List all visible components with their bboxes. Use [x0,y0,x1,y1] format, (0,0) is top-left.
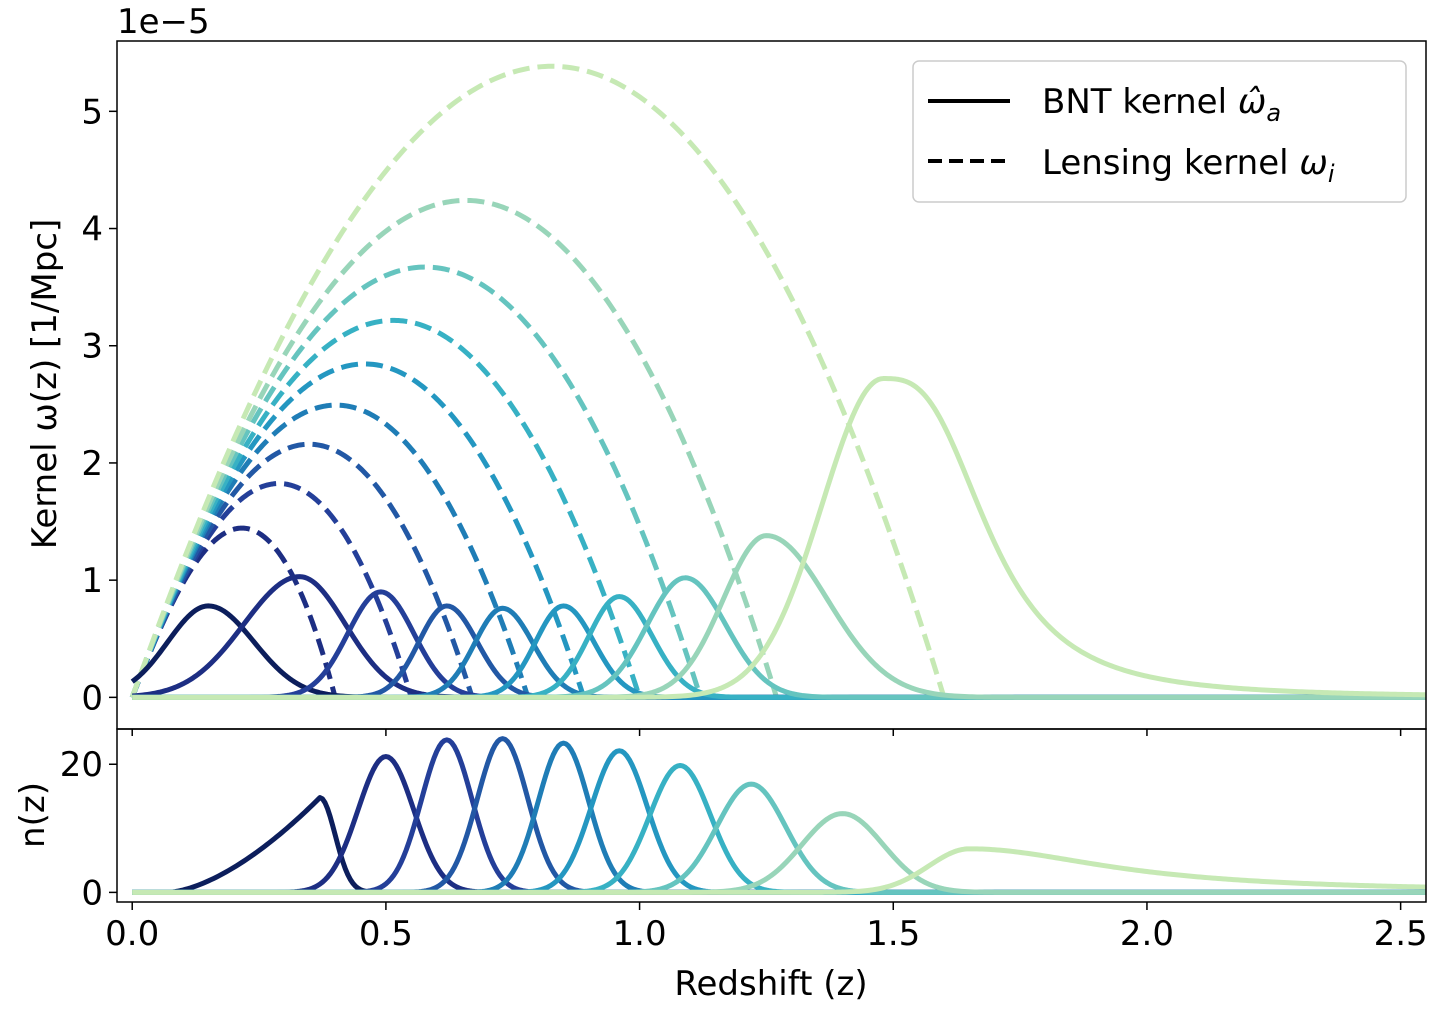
y-offset-label: 1e−5 [117,2,210,42]
bottom-panel-frame [116,728,1427,903]
legend: BNT kernel ω̂a Lensing kernel ωi [912,60,1407,203]
top-panel-curves [129,63,1426,700]
nz-line-6 [132,748,1426,895]
top-y-tick-label: 4 [81,210,103,250]
bottom-y-axis-label: n(z) [13,782,53,848]
x-axis-label: Redshift (z) [674,964,867,1004]
x-tick-label: 0.0 [105,914,159,954]
bottom-panel-curves [132,736,1426,895]
top-y-tick-label: 1 [81,561,103,601]
x-tick-label: 1.0 [613,914,667,954]
top-y-tick-label: 0 [81,678,103,718]
top-y-ticks: 0 1 2 3 4 5 [81,92,117,718]
legend-entry-bnt: BNT kernel ω̂a [1042,82,1281,127]
top-y-tick-label: 3 [81,327,103,367]
legend-box [912,60,1407,203]
lensing-kernel-line-2 [129,481,414,699]
legend-entry-lensing: Lensing kernel ωi [1042,143,1335,188]
bnt-kernel-line-1 [130,603,1426,700]
bottom-y-tick-label: 0 [81,873,103,913]
x-tick-label: 2.0 [1120,914,1174,954]
lensing-kernel-line-4 [129,402,531,699]
bnt-kernel-line-5 [132,605,1426,700]
lensing-kernel-line-7 [129,264,703,699]
lensing-kernel-line-9 [129,63,947,699]
top-y-axis-label: Kernel ω(z) [1/Mpc] [25,219,65,550]
bottom-y-ticks: 0 20 [60,745,117,913]
lensing-kernel-line-8 [129,197,779,699]
x-tick-label: 2.5 [1374,914,1428,954]
lensing-kernel-line-6 [129,317,642,699]
top-y-tick-label: 5 [81,92,103,132]
x-tick-label: 0.5 [359,914,413,954]
x-ticks: 0.0 0.5 1.0 1.5 2.0 2.5 [105,729,1428,954]
bnt-kernel-line-10 [132,376,1426,700]
bottom-y-tick-label: 20 [60,745,103,785]
bnt-kernel-line-4 [132,603,1426,700]
lensing-kernel-line-3 [129,441,475,699]
x-tick-label: 1.5 [866,914,920,954]
top-y-tick-label: 2 [81,444,103,484]
bnt-kernel-line-6 [132,603,1426,700]
nz-line-10 [132,846,1426,895]
